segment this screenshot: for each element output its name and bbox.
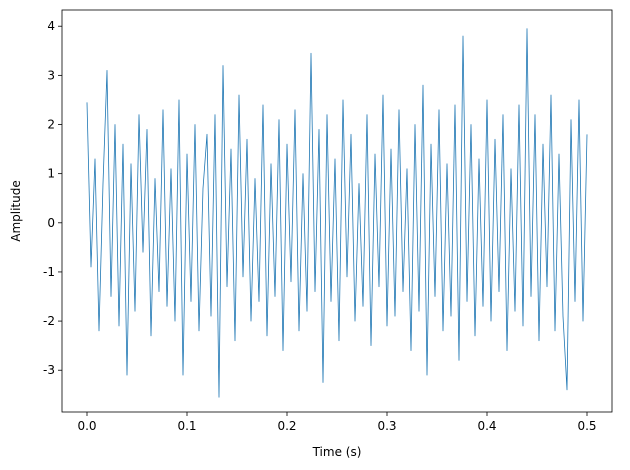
x-tick-label: 0.3 xyxy=(377,419,396,433)
x-axis-label: Time (s) xyxy=(312,445,362,459)
y-tick-label: -1 xyxy=(43,265,55,279)
x-tick-label: 0.4 xyxy=(477,419,496,433)
y-tick-label: 3 xyxy=(47,68,55,82)
y-tick-label: 0 xyxy=(47,216,55,230)
signal-line xyxy=(86,28,588,398)
x-tick-label: 0.0 xyxy=(77,419,96,433)
x-tick-label: 0.5 xyxy=(577,419,596,433)
x-tick-label: 0.1 xyxy=(177,419,196,433)
y-tick-label: -3 xyxy=(43,363,55,377)
y-tick-label: 1 xyxy=(47,167,55,181)
y-tick-label: -2 xyxy=(43,314,55,328)
x-tick-label: 0.2 xyxy=(277,419,296,433)
axes-frame xyxy=(61,9,613,413)
y-tick-label: 4 xyxy=(47,19,55,33)
y-axis-label: Amplitude xyxy=(9,180,23,242)
y-tick-label: 2 xyxy=(47,118,55,132)
